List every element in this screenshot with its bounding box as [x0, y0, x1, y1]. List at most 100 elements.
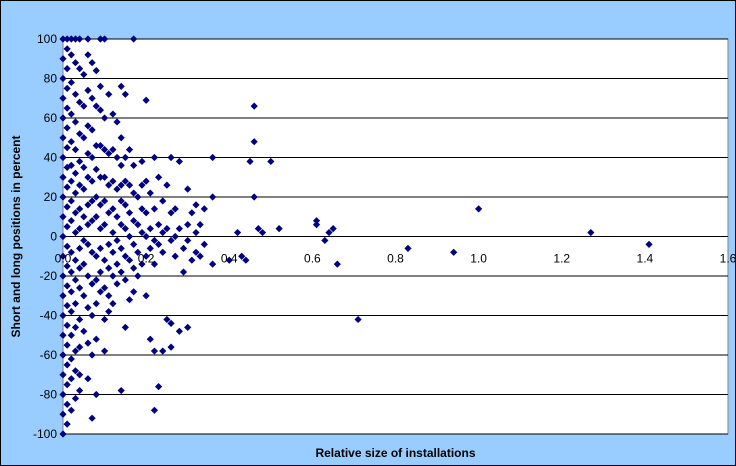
data-point [59, 193, 67, 201]
data-point [142, 96, 150, 104]
data-point [146, 335, 154, 343]
data-point [404, 244, 412, 252]
data-point [71, 347, 80, 355]
data-point [192, 201, 200, 209]
data-point [109, 248, 117, 256]
data-point [71, 118, 80, 126]
data-point [150, 406, 159, 414]
data-point [88, 311, 96, 320]
x-tick-label: 0.0 [55, 252, 72, 266]
data-point [125, 296, 134, 304]
data-point [146, 244, 154, 252]
data-point [175, 157, 183, 166]
data-point [84, 86, 92, 94]
data-point [80, 102, 88, 110]
data-point [150, 236, 159, 245]
data-point [117, 181, 125, 189]
data-point [71, 323, 80, 331]
data-point [134, 193, 142, 201]
data-point [109, 300, 117, 308]
data-point [63, 361, 71, 369]
data-point [67, 35, 75, 43]
data-point [63, 45, 71, 53]
data-point [117, 221, 125, 229]
data-point [109, 110, 117, 118]
data-point [96, 106, 105, 114]
data-point [130, 161, 138, 169]
data-point [67, 307, 75, 316]
data-point [92, 193, 100, 201]
data-point [163, 315, 171, 324]
data-point [121, 201, 129, 209]
data-point [67, 197, 75, 205]
data-point [184, 323, 192, 331]
data-point [59, 153, 67, 162]
data-point [146, 189, 154, 197]
data-point [254, 225, 262, 233]
x-tick-label: 1.4 [637, 252, 654, 266]
data-point [250, 193, 258, 201]
data-point [92, 276, 100, 284]
data-point [130, 240, 138, 248]
data-point [63, 124, 71, 132]
data-point [96, 142, 105, 150]
data-point [84, 51, 92, 59]
data-point [88, 280, 96, 288]
data-point [76, 205, 84, 213]
data-point [80, 163, 88, 171]
data-point [67, 331, 75, 339]
data-point [63, 242, 71, 250]
data-point [84, 149, 92, 158]
data-point [587, 228, 595, 237]
data-point [84, 240, 92, 248]
data-point [113, 280, 121, 288]
data-point [71, 59, 80, 67]
data-point [96, 82, 105, 90]
data-point [100, 256, 109, 264]
data-point [192, 248, 200, 256]
y-tick-label: 80 [44, 72, 58, 86]
data-point [71, 189, 80, 197]
data-point [134, 248, 142, 256]
data-point [100, 347, 109, 355]
data-point [63, 223, 71, 231]
data-point [80, 185, 88, 193]
data-point [59, 252, 67, 260]
data-point [84, 122, 92, 130]
x-tick-label: 0.6 [304, 252, 321, 266]
data-points [59, 35, 653, 438]
data-point [67, 406, 75, 414]
data-point [134, 272, 142, 280]
data-point [92, 67, 100, 75]
data-point [125, 146, 134, 154]
data-point [71, 256, 80, 264]
data-point [175, 327, 183, 335]
data-point [59, 232, 67, 241]
data-point [100, 146, 109, 154]
x-tick-label: 0.8 [387, 252, 404, 266]
data-point [105, 307, 113, 316]
data-point [63, 183, 71, 191]
data-point [92, 252, 100, 260]
data-point [167, 319, 175, 327]
data-point [71, 228, 80, 237]
data-point [88, 197, 96, 205]
data-point [71, 209, 80, 217]
data-point [92, 142, 100, 150]
data-point [184, 236, 192, 245]
data-point [125, 256, 134, 264]
data-point [100, 173, 109, 181]
data-point [67, 138, 75, 146]
data-point [92, 390, 100, 399]
data-point [117, 82, 125, 90]
data-point [188, 209, 196, 217]
data-point [121, 276, 129, 284]
data-point [80, 213, 88, 221]
data-point [159, 197, 167, 205]
data-point [80, 70, 88, 79]
data-point [92, 300, 100, 308]
data-point [142, 209, 150, 217]
y-tick-label: 20 [44, 190, 58, 204]
x-tick-label: 1.2 [553, 252, 570, 266]
data-point [150, 205, 159, 213]
